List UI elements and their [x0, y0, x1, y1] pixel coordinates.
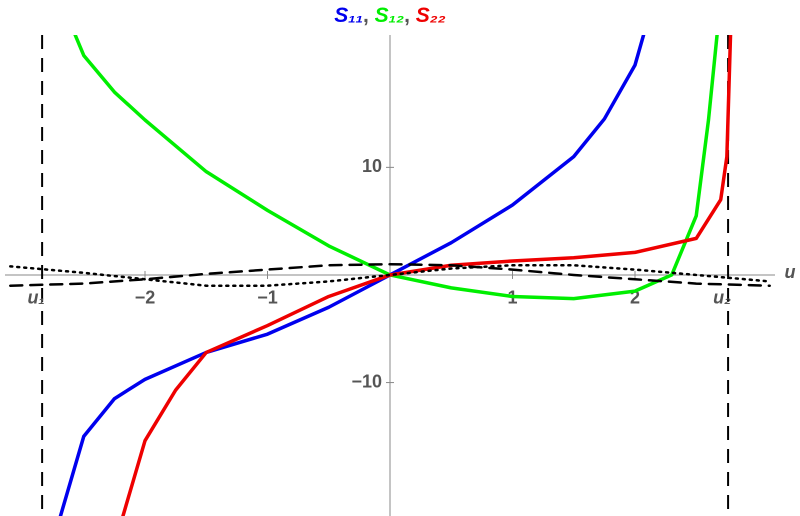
x-axis-label: u	[785, 262, 796, 282]
x-tick-label: u₁	[27, 288, 44, 308]
curve	[9, 264, 771, 287]
legend-entry: S₂₂	[416, 4, 446, 27]
x-tick-label: u₂	[713, 288, 731, 308]
y-tick-label: 10	[362, 156, 382, 176]
curve	[73, 35, 719, 301]
x-tick-label: −2	[135, 288, 156, 308]
y-tick-label: −10	[351, 371, 382, 391]
legend-entry: S₁₂	[375, 4, 404, 27]
x-tick-label: 2	[630, 288, 640, 308]
curve	[9, 262, 771, 287]
legend: S₁₁, S₁₂, S₂₂	[334, 4, 446, 27]
legend-separator: ,	[363, 4, 375, 27]
legend-entry: S₁₁	[334, 4, 363, 27]
curve	[121, 35, 733, 516]
legend-separator: ,	[404, 4, 416, 27]
x-tick-label: −1	[257, 288, 278, 308]
curve	[58, 35, 646, 516]
plot-area	[9, 35, 771, 516]
